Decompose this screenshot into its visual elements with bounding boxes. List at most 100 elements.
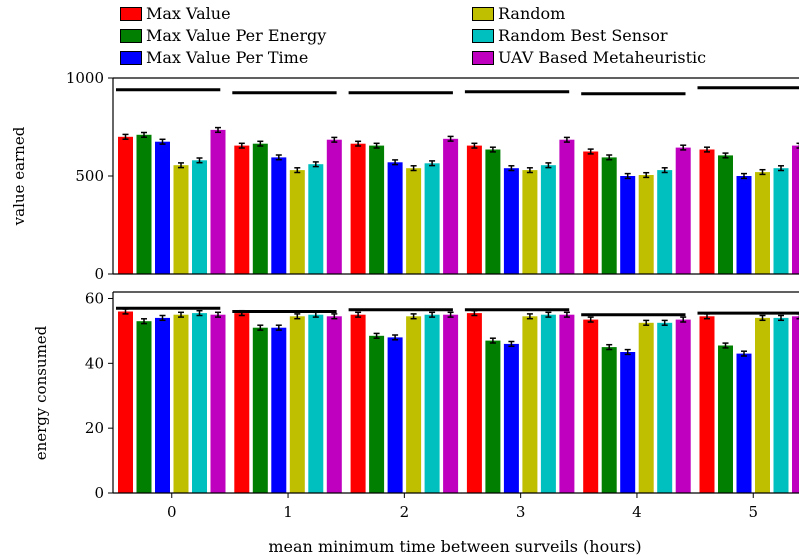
- bar: [406, 168, 422, 274]
- legend-swatch: [472, 7, 494, 21]
- bar: [466, 313, 482, 493]
- bar: [583, 151, 599, 274]
- y-tick-label: 40: [85, 354, 104, 372]
- bar: [118, 136, 133, 274]
- bar: [252, 327, 268, 493]
- y-tick-label: 0: [94, 484, 104, 502]
- bar: [675, 147, 691, 274]
- legend-item-max-value-per-energy: Max Value Per Energy: [120, 28, 326, 44]
- x-tick-label: 5: [748, 503, 758, 521]
- bar: [369, 335, 385, 493]
- y-tick-label: 1000: [66, 69, 104, 87]
- bar: [503, 168, 519, 274]
- y-tick-label: 60: [85, 289, 104, 307]
- bar: [289, 170, 305, 274]
- bar: [350, 314, 366, 493]
- bar: [136, 321, 152, 493]
- x-axis-label: mean minimum time between surveils (hour…: [268, 537, 641, 556]
- bar: [326, 139, 342, 274]
- legend-item-max-value-per-time: Max Value Per Time: [120, 50, 308, 66]
- legend-swatch: [472, 29, 494, 43]
- bar: [638, 322, 654, 493]
- bar: [522, 170, 538, 274]
- bar: [773, 317, 789, 493]
- bar: [443, 138, 459, 274]
- bar: [234, 313, 250, 493]
- bar: [755, 172, 770, 274]
- bar: [118, 311, 133, 493]
- bar: [271, 157, 287, 274]
- x-tick-label: 2: [400, 503, 410, 521]
- bar: [387, 162, 403, 274]
- legend-label: Max Value Per Time: [146, 48, 309, 67]
- bar: [620, 176, 636, 274]
- bar: [657, 322, 673, 493]
- legend-swatch: [120, 51, 142, 65]
- bar: [155, 141, 170, 274]
- y-axis-label: energy consumed: [32, 325, 50, 460]
- bar: [620, 352, 636, 493]
- bar: [503, 343, 519, 493]
- bar: [583, 319, 599, 493]
- bar: [485, 340, 501, 493]
- bar: [699, 316, 715, 493]
- bar: [387, 337, 403, 493]
- bar: [601, 347, 617, 493]
- bar: [173, 314, 189, 493]
- energy-consumed-panel: 0 20 40 60 energy consumed 0 1 2 3 4 5: [32, 289, 799, 521]
- legend-item-random-best-sensor: Random Best Sensor: [472, 28, 668, 44]
- bar: [289, 316, 305, 493]
- bar: [540, 314, 556, 493]
- bar: [369, 145, 385, 274]
- legend-item-max-value: Max Value: [120, 6, 231, 22]
- legend-label: Random Best Sensor: [498, 26, 668, 45]
- bar: [210, 129, 226, 274]
- bar: [699, 149, 715, 274]
- bar: [638, 175, 654, 274]
- bar: [736, 353, 752, 493]
- bar: [522, 316, 538, 493]
- bar: [173, 165, 189, 274]
- x-tick-label: 1: [283, 503, 293, 521]
- bar: [675, 319, 691, 493]
- bar: [718, 345, 733, 493]
- y-tick-label: 500: [75, 167, 104, 185]
- bar: [424, 163, 440, 274]
- bar: [252, 143, 268, 274]
- bar: [559, 139, 575, 274]
- bar: [424, 314, 440, 493]
- legend-label: Max Value Per Energy: [146, 26, 327, 45]
- bar: [350, 143, 366, 274]
- value-earned-panel: 0 500 1000 value earned: [10, 69, 799, 283]
- bar: [234, 145, 250, 274]
- y-tick-label: 20: [85, 419, 104, 437]
- bar: [210, 314, 226, 493]
- x-tick-label: 4: [632, 503, 642, 521]
- legend-swatch: [120, 29, 142, 43]
- bar: [540, 165, 556, 274]
- bar: [559, 314, 575, 493]
- bar: [192, 313, 207, 493]
- bar: [792, 316, 799, 493]
- legend-item-random: Random: [472, 6, 565, 22]
- x-tick-label: 0: [167, 503, 177, 521]
- y-axis-label: value earned: [10, 126, 28, 226]
- bar: [466, 145, 482, 274]
- bar: [601, 157, 617, 274]
- bar: [443, 314, 459, 493]
- bar: [485, 149, 501, 274]
- bar: [155, 317, 170, 493]
- bar: [136, 134, 152, 274]
- bar: [406, 316, 422, 493]
- bar: [792, 145, 799, 274]
- legend-swatch: [120, 7, 142, 21]
- bar: [192, 160, 207, 274]
- y-tick-label: 0: [94, 265, 104, 283]
- bar: [773, 168, 789, 274]
- bar: [755, 317, 770, 493]
- bar: [308, 164, 324, 274]
- bar: [308, 314, 324, 493]
- legend-label: Random: [498, 4, 566, 23]
- bar: [271, 327, 287, 493]
